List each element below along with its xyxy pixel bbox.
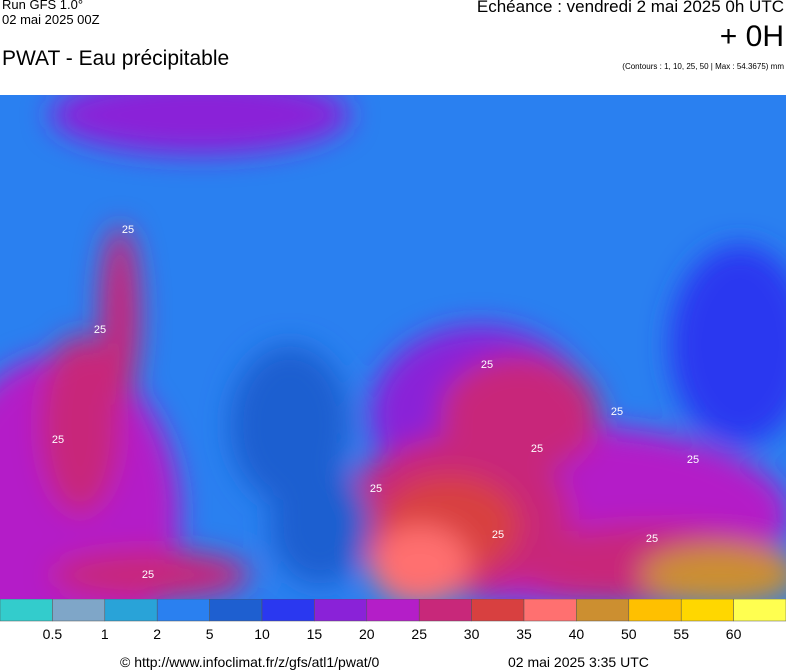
legend: 0.5 1 2 5 10 15 20 25 30 35 40 50 55 60 xyxy=(0,599,786,642)
contour-label: 25 xyxy=(531,443,543,455)
contour-label: 25 xyxy=(142,569,154,581)
contour-label: 25 xyxy=(687,454,699,466)
legend-tick-label: 40 xyxy=(569,626,585,642)
legend-swatch xyxy=(209,599,263,622)
map: 25 25 25 25 25 25 25 25 25 25 25 xyxy=(0,95,786,599)
lead-time: + 0H xyxy=(719,20,784,53)
legend-tick-label: 15 xyxy=(307,626,323,642)
legend-tick-label: 20 xyxy=(359,626,375,642)
contour-label: 25 xyxy=(370,483,382,495)
legend-swatch xyxy=(261,599,315,622)
legend-tick-label: 30 xyxy=(464,626,480,642)
legend-swatch xyxy=(418,599,472,622)
footer-url: © http://www.infoclimat.fr/z/gfs/atl1/pw… xyxy=(120,654,380,670)
legend-swatch xyxy=(156,599,210,622)
legend-swatch xyxy=(104,599,158,622)
legend-tick-label: 25 xyxy=(411,626,427,642)
contours-note: (Contours : 1, 10, 25, 50 | Max : 54.367… xyxy=(622,62,784,71)
run-date: 02 mai 2025 00Z xyxy=(2,12,100,27)
legend-swatch xyxy=(314,599,368,622)
legend-tick-label: 10 xyxy=(254,626,270,642)
legend-tick-label: 60 xyxy=(726,626,742,642)
contour-label: 25 xyxy=(492,529,504,541)
legend-tick-label: 35 xyxy=(516,626,532,642)
legend-swatch xyxy=(471,599,525,622)
run-label: Run GFS 1.0° xyxy=(2,0,84,12)
footer-date: 02 mai 2025 3:35 UTC xyxy=(508,654,649,670)
legend-swatch xyxy=(733,599,786,622)
contour-label: 25 xyxy=(646,533,658,545)
legend-swatch xyxy=(680,599,734,622)
legend-swatch xyxy=(52,599,106,622)
contour-label: 25 xyxy=(52,434,64,446)
legend-tick-label: 2 xyxy=(153,626,161,642)
legend-tick-label: 55 xyxy=(673,626,689,642)
legend-swatch xyxy=(576,599,630,622)
legend-swatch xyxy=(366,599,420,622)
legend-swatch xyxy=(523,599,577,622)
title: PWAT - Eau précipitable xyxy=(2,47,230,70)
valid-time: Echéance : vendredi 2 mai 2025 0h UTC xyxy=(476,0,784,16)
contour-label: 25 xyxy=(611,406,623,418)
legend-tick-label: 0.5 xyxy=(43,626,63,642)
legend-swatch xyxy=(0,599,53,622)
legend-tick-label: 5 xyxy=(206,626,214,642)
legend-tick-label: 1 xyxy=(101,626,109,642)
contour-label: 25 xyxy=(122,224,134,236)
legend-swatch xyxy=(628,599,682,622)
contour-label: 25 xyxy=(94,324,106,336)
legend-tick-label: 50 xyxy=(621,626,637,642)
contour-label: 25 xyxy=(481,359,493,371)
